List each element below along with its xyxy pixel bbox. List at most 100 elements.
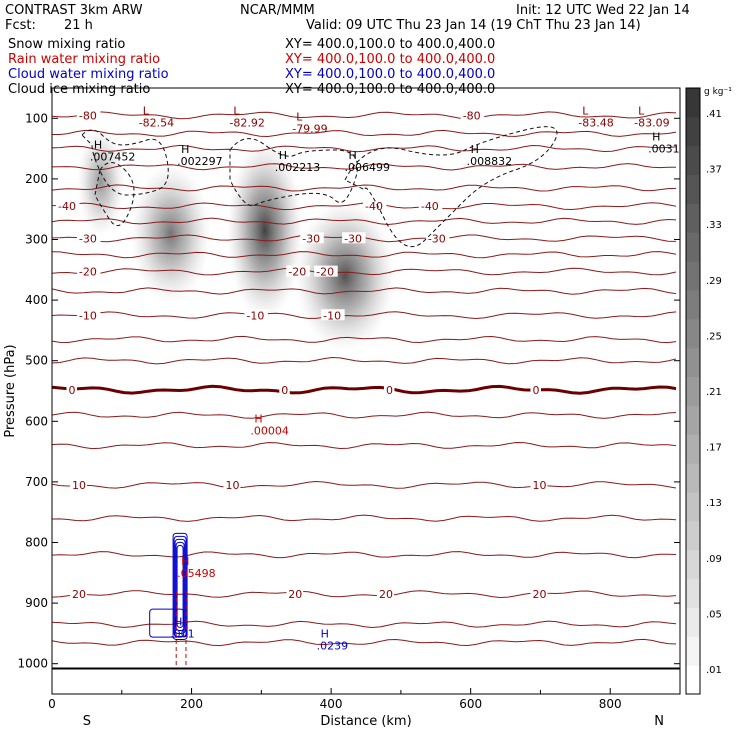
y-tick-label: 500 xyxy=(25,354,48,368)
extremum-value: .00004 xyxy=(250,424,289,437)
extremum-value: -82.54 xyxy=(139,117,174,130)
field-name-cloud-water: Cloud water mixing ratio xyxy=(8,67,169,82)
y-tick-label: 300 xyxy=(25,233,48,247)
isotherm-label: -10 xyxy=(323,309,341,322)
extremum-value: .05498 xyxy=(177,567,216,580)
colorbar-swatch xyxy=(686,463,700,493)
y-tick-label: 100 xyxy=(25,111,48,125)
isotherm-line xyxy=(52,267,677,276)
y-tick-label: 1000 xyxy=(17,657,48,671)
colorbar-swatch xyxy=(686,607,700,637)
snow-maximum xyxy=(226,140,303,321)
isotherm-label: -40 xyxy=(58,200,76,213)
extremum-marker: H xyxy=(349,149,357,162)
extremum-value: .002213 xyxy=(275,161,321,174)
fcst-value: 21 h xyxy=(64,18,93,33)
isotherm-label: -30 xyxy=(302,232,320,245)
extremum-value: .006499 xyxy=(345,161,391,174)
field-xy-cloud-water: XY= 400.0,100.0 to 400.0,400.0 xyxy=(285,67,495,82)
x-end-label-south: S xyxy=(83,714,91,729)
isotherm-label-bg xyxy=(376,588,394,600)
isotherm-line xyxy=(52,356,677,365)
field-name-rain: Rain water mixing ratio xyxy=(8,52,160,67)
colorbar-tick-label: .29 xyxy=(706,276,722,287)
extremum-value: -82.92 xyxy=(229,117,264,130)
field-name-snow: Snow mixing ratio xyxy=(8,37,125,52)
extremum-value: -79.99 xyxy=(292,123,327,136)
extremum-marker: H xyxy=(652,131,660,144)
isotherm-line xyxy=(52,163,677,171)
isotherm-label: -30 xyxy=(79,232,97,245)
field-xy-snow: XY= 400.0,100.0 to 400.0,400.0 xyxy=(285,37,495,52)
fcst-label: Fcst: xyxy=(5,18,36,33)
x-tick-label: 800 xyxy=(599,697,622,711)
y-tick-label: 900 xyxy=(25,596,48,610)
isotherm-label: -20 xyxy=(316,266,334,279)
x-axis-title: Distance (km) xyxy=(320,714,411,729)
extremum-value: .002297 xyxy=(177,155,223,168)
isotherm-label: -20 xyxy=(288,266,306,279)
y-tick-label: 200 xyxy=(25,172,48,186)
extremum-value: .001 xyxy=(170,627,195,640)
valid-time: Valid: 09 UTC Thu 23 Jan 14 (19 ChT Thu … xyxy=(306,18,641,33)
isotherm-label: -20 xyxy=(79,266,97,279)
colorbar-tick-label: .21 xyxy=(706,387,722,398)
isotherm-label-bg xyxy=(342,232,366,244)
isotherm-line xyxy=(52,441,677,450)
isotherm-label-bg xyxy=(530,478,548,490)
isotherm-label: 20 xyxy=(532,588,546,601)
plot-area: -80 -80 -40 -40 -40 -30 -30 -30 -30 -20 -20 -20 -10 -… xyxy=(52,105,680,670)
isotherm-line xyxy=(52,551,677,559)
isotherm-label: 10 xyxy=(532,479,546,492)
extremum-marker: H xyxy=(181,555,189,568)
isotherm-label-bg xyxy=(69,588,87,600)
colorbar-tick-label: .41 xyxy=(706,109,722,120)
extremum-value: .0239 xyxy=(317,640,349,653)
extremum-marker: L xyxy=(582,105,589,118)
isotherm-line xyxy=(52,184,677,192)
isotherm-label-bg xyxy=(69,478,87,490)
isotherm-label: -80 xyxy=(79,109,97,122)
isotherm-label-bg xyxy=(244,309,268,321)
y-axis-title: Pressure (hPa) xyxy=(3,344,18,437)
isotherm-label: 10 xyxy=(72,479,86,492)
cloud-water-contour xyxy=(173,535,187,637)
y-tick-label: 700 xyxy=(25,475,48,489)
isotherm-label: 0 xyxy=(68,384,75,397)
colorbar-tick-label: .37 xyxy=(706,165,722,176)
y-tick-label: 400 xyxy=(25,293,48,307)
snow-maximum xyxy=(130,163,211,304)
plot-frame xyxy=(51,87,681,695)
isotherm-label-bg xyxy=(314,265,338,277)
colorbar-swatch xyxy=(686,174,700,204)
colorbar-swatch xyxy=(686,318,700,349)
isotherm-label-bg xyxy=(321,309,345,321)
isotherm-label: 10 xyxy=(225,479,239,492)
colorbar-swatch xyxy=(686,232,700,262)
colorbar-swatch xyxy=(686,88,700,118)
cloud-water-contour xyxy=(149,608,185,638)
extremum-marker: H xyxy=(254,412,262,425)
extremum-value: -83.09 xyxy=(634,117,669,130)
isotherm-line xyxy=(52,311,677,320)
isotherm-label: -10 xyxy=(246,309,264,322)
isotherm-label-bg xyxy=(279,383,290,395)
field-xy-rain: XY= 400.0,100.0 to 400.0,400.0 xyxy=(285,52,495,67)
x-tick-label: 600 xyxy=(459,697,482,711)
isotherm-label-bg xyxy=(286,588,304,600)
colorbar-swatch xyxy=(686,549,700,580)
colorbar-tick-label: .25 xyxy=(706,331,722,342)
isotherm-label: -40 xyxy=(365,200,383,213)
colorbar-swatch xyxy=(686,578,700,608)
isotherm-label: -30 xyxy=(344,232,362,245)
isotherm-line xyxy=(52,129,677,138)
colorbar-tick-label: .33 xyxy=(706,220,722,231)
isotherm-line xyxy=(52,514,677,522)
extremum-value: .007452 xyxy=(90,151,136,164)
colorbar-swatch xyxy=(686,665,700,695)
isotherm-line xyxy=(52,384,677,395)
extremum-marker: H xyxy=(181,143,189,156)
isotherm-label: 20 xyxy=(72,588,86,601)
isotherm-line xyxy=(52,590,677,599)
